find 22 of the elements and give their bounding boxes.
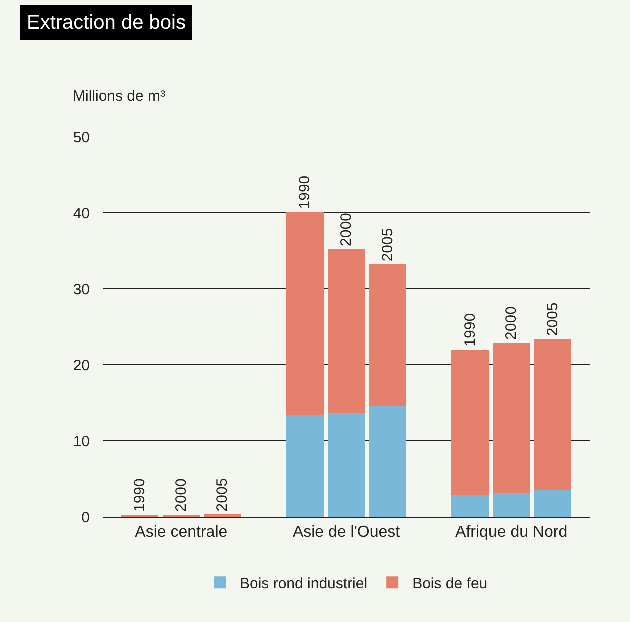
annotation: 2000	[503, 306, 520, 340]
y-tick-label: 30	[73, 281, 90, 298]
annotation: 2000	[338, 213, 355, 246]
y-axis-title: Millions de m³	[73, 88, 166, 105]
chart-title: Extraction de bois	[27, 12, 186, 34]
legend-label: Bois rond industriel	[240, 576, 368, 592]
x-tick-label: Asie de l'Ouest	[292, 524, 401, 542]
y-tick-label: 10	[73, 433, 90, 450]
annotation: 2005	[214, 478, 232, 512]
annotation: 1990	[132, 478, 149, 512]
y-tick-label: 40	[73, 205, 90, 222]
annotation: 2005	[379, 228, 396, 262]
annotation: 2005	[544, 302, 562, 336]
annotation: 1990	[462, 313, 479, 347]
x-tick-label: Asie centrale	[135, 524, 228, 542]
x-tick-label: Afrique du Nord	[456, 524, 568, 542]
annotation: 1990	[296, 176, 314, 210]
annotation: 2000	[172, 478, 190, 512]
y-tick-label: 50	[73, 129, 90, 146]
y-tick-label: 0	[82, 509, 90, 526]
legend-label: Bois de feu	[412, 576, 488, 592]
y-tick-label: 20	[73, 357, 90, 374]
